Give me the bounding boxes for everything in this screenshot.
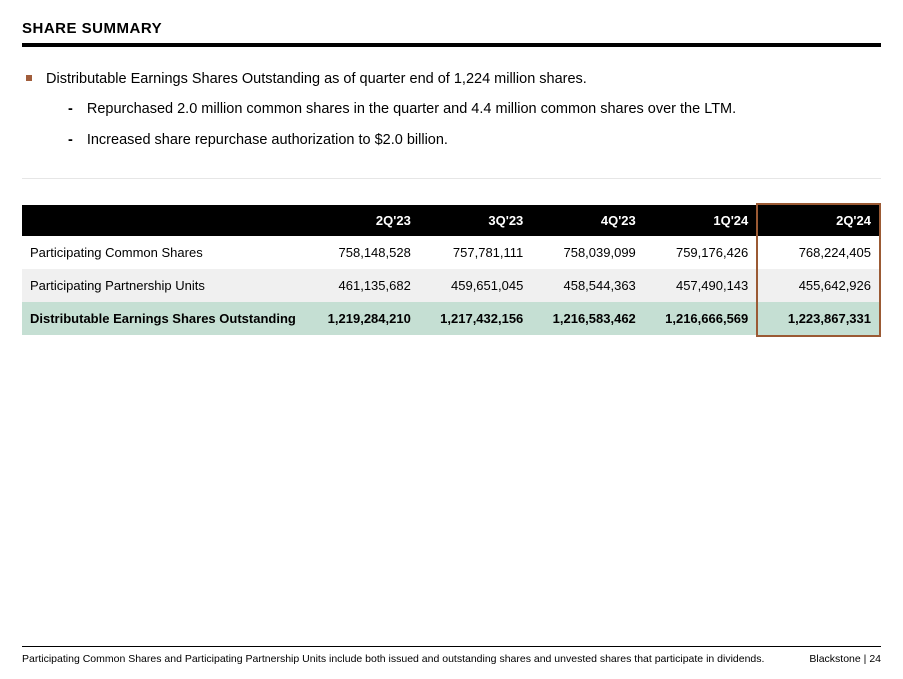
bullet-main: Distributable Earnings Shares Outstandin…	[26, 69, 881, 89]
page-title: SHARE SUMMARY	[22, 20, 881, 37]
share-table-wrap: 2Q'233Q'234Q'231Q'242Q'24 Participating …	[22, 205, 881, 335]
bullet-list: Distributable Earnings Shares Outstandin…	[26, 69, 881, 150]
bullet-sub-1: - Repurchased 2.0 million common shares …	[68, 99, 881, 119]
table-cell: 758,148,528	[308, 236, 420, 269]
table-row-label: Distributable Earnings Shares Outstandin…	[22, 302, 308, 335]
table-cell: 759,176,426	[646, 236, 758, 269]
table-cell: 461,135,682	[308, 269, 420, 302]
table-header-row: 2Q'233Q'234Q'231Q'242Q'24	[22, 205, 881, 236]
table-row-label: Participating Common Shares	[22, 236, 308, 269]
table-cell: 1,223,867,331	[758, 302, 881, 335]
footer-note: Participating Common Shares and Particip…	[22, 653, 809, 665]
table-header-cell: 3Q'23	[421, 205, 533, 236]
table-cell: 455,642,926	[758, 269, 881, 302]
table-cell: 459,651,045	[421, 269, 533, 302]
footer-brand: Blackstone | 24	[809, 653, 881, 665]
square-bullet-icon	[26, 75, 32, 81]
dash-bullet-icon: -	[68, 130, 73, 150]
title-rule	[22, 43, 881, 47]
page-footer: Participating Common Shares and Particip…	[22, 646, 881, 665]
table-header-cell: 1Q'24	[646, 205, 758, 236]
table-header-cell: 4Q'23	[533, 205, 645, 236]
table-cell: 768,224,405	[758, 236, 881, 269]
table-cell: 1,216,583,462	[533, 302, 645, 335]
table-header-cell	[22, 205, 308, 236]
table-cell: 457,490,143	[646, 269, 758, 302]
share-summary-table: 2Q'233Q'234Q'231Q'242Q'24 Participating …	[22, 205, 881, 335]
table-row: Participating Common Shares758,148,52875…	[22, 236, 881, 269]
table-cell: 1,219,284,210	[308, 302, 420, 335]
dash-bullet-icon: -	[68, 99, 73, 119]
table-header-cell: 2Q'23	[308, 205, 420, 236]
table-cell: 758,039,099	[533, 236, 645, 269]
table-row-label: Participating Partnership Units	[22, 269, 308, 302]
table-header-cell: 2Q'24	[758, 205, 881, 236]
table-row: Distributable Earnings Shares Outstandin…	[22, 302, 881, 335]
table-cell: 1,216,666,569	[646, 302, 758, 335]
table-cell: 757,781,111	[421, 236, 533, 269]
footer-brand-name: Blackstone	[809, 653, 860, 665]
table-body: Participating Common Shares758,148,52875…	[22, 236, 881, 335]
bullet-sub-2: - Increased share repurchase authorizati…	[68, 130, 881, 150]
footer-rule	[22, 646, 881, 647]
bullet-sub-text: Increased share repurchase authorization…	[87, 130, 448, 150]
bullet-sub-text: Repurchased 2.0 million common shares in…	[87, 99, 736, 119]
table-row: Participating Partnership Units461,135,6…	[22, 269, 881, 302]
table-cell: 458,544,363	[533, 269, 645, 302]
table-cell: 1,217,432,156	[421, 302, 533, 335]
bullet-main-text: Distributable Earnings Shares Outstandin…	[46, 69, 587, 89]
section-divider	[22, 178, 881, 179]
footer-page-number: 24	[869, 653, 881, 665]
